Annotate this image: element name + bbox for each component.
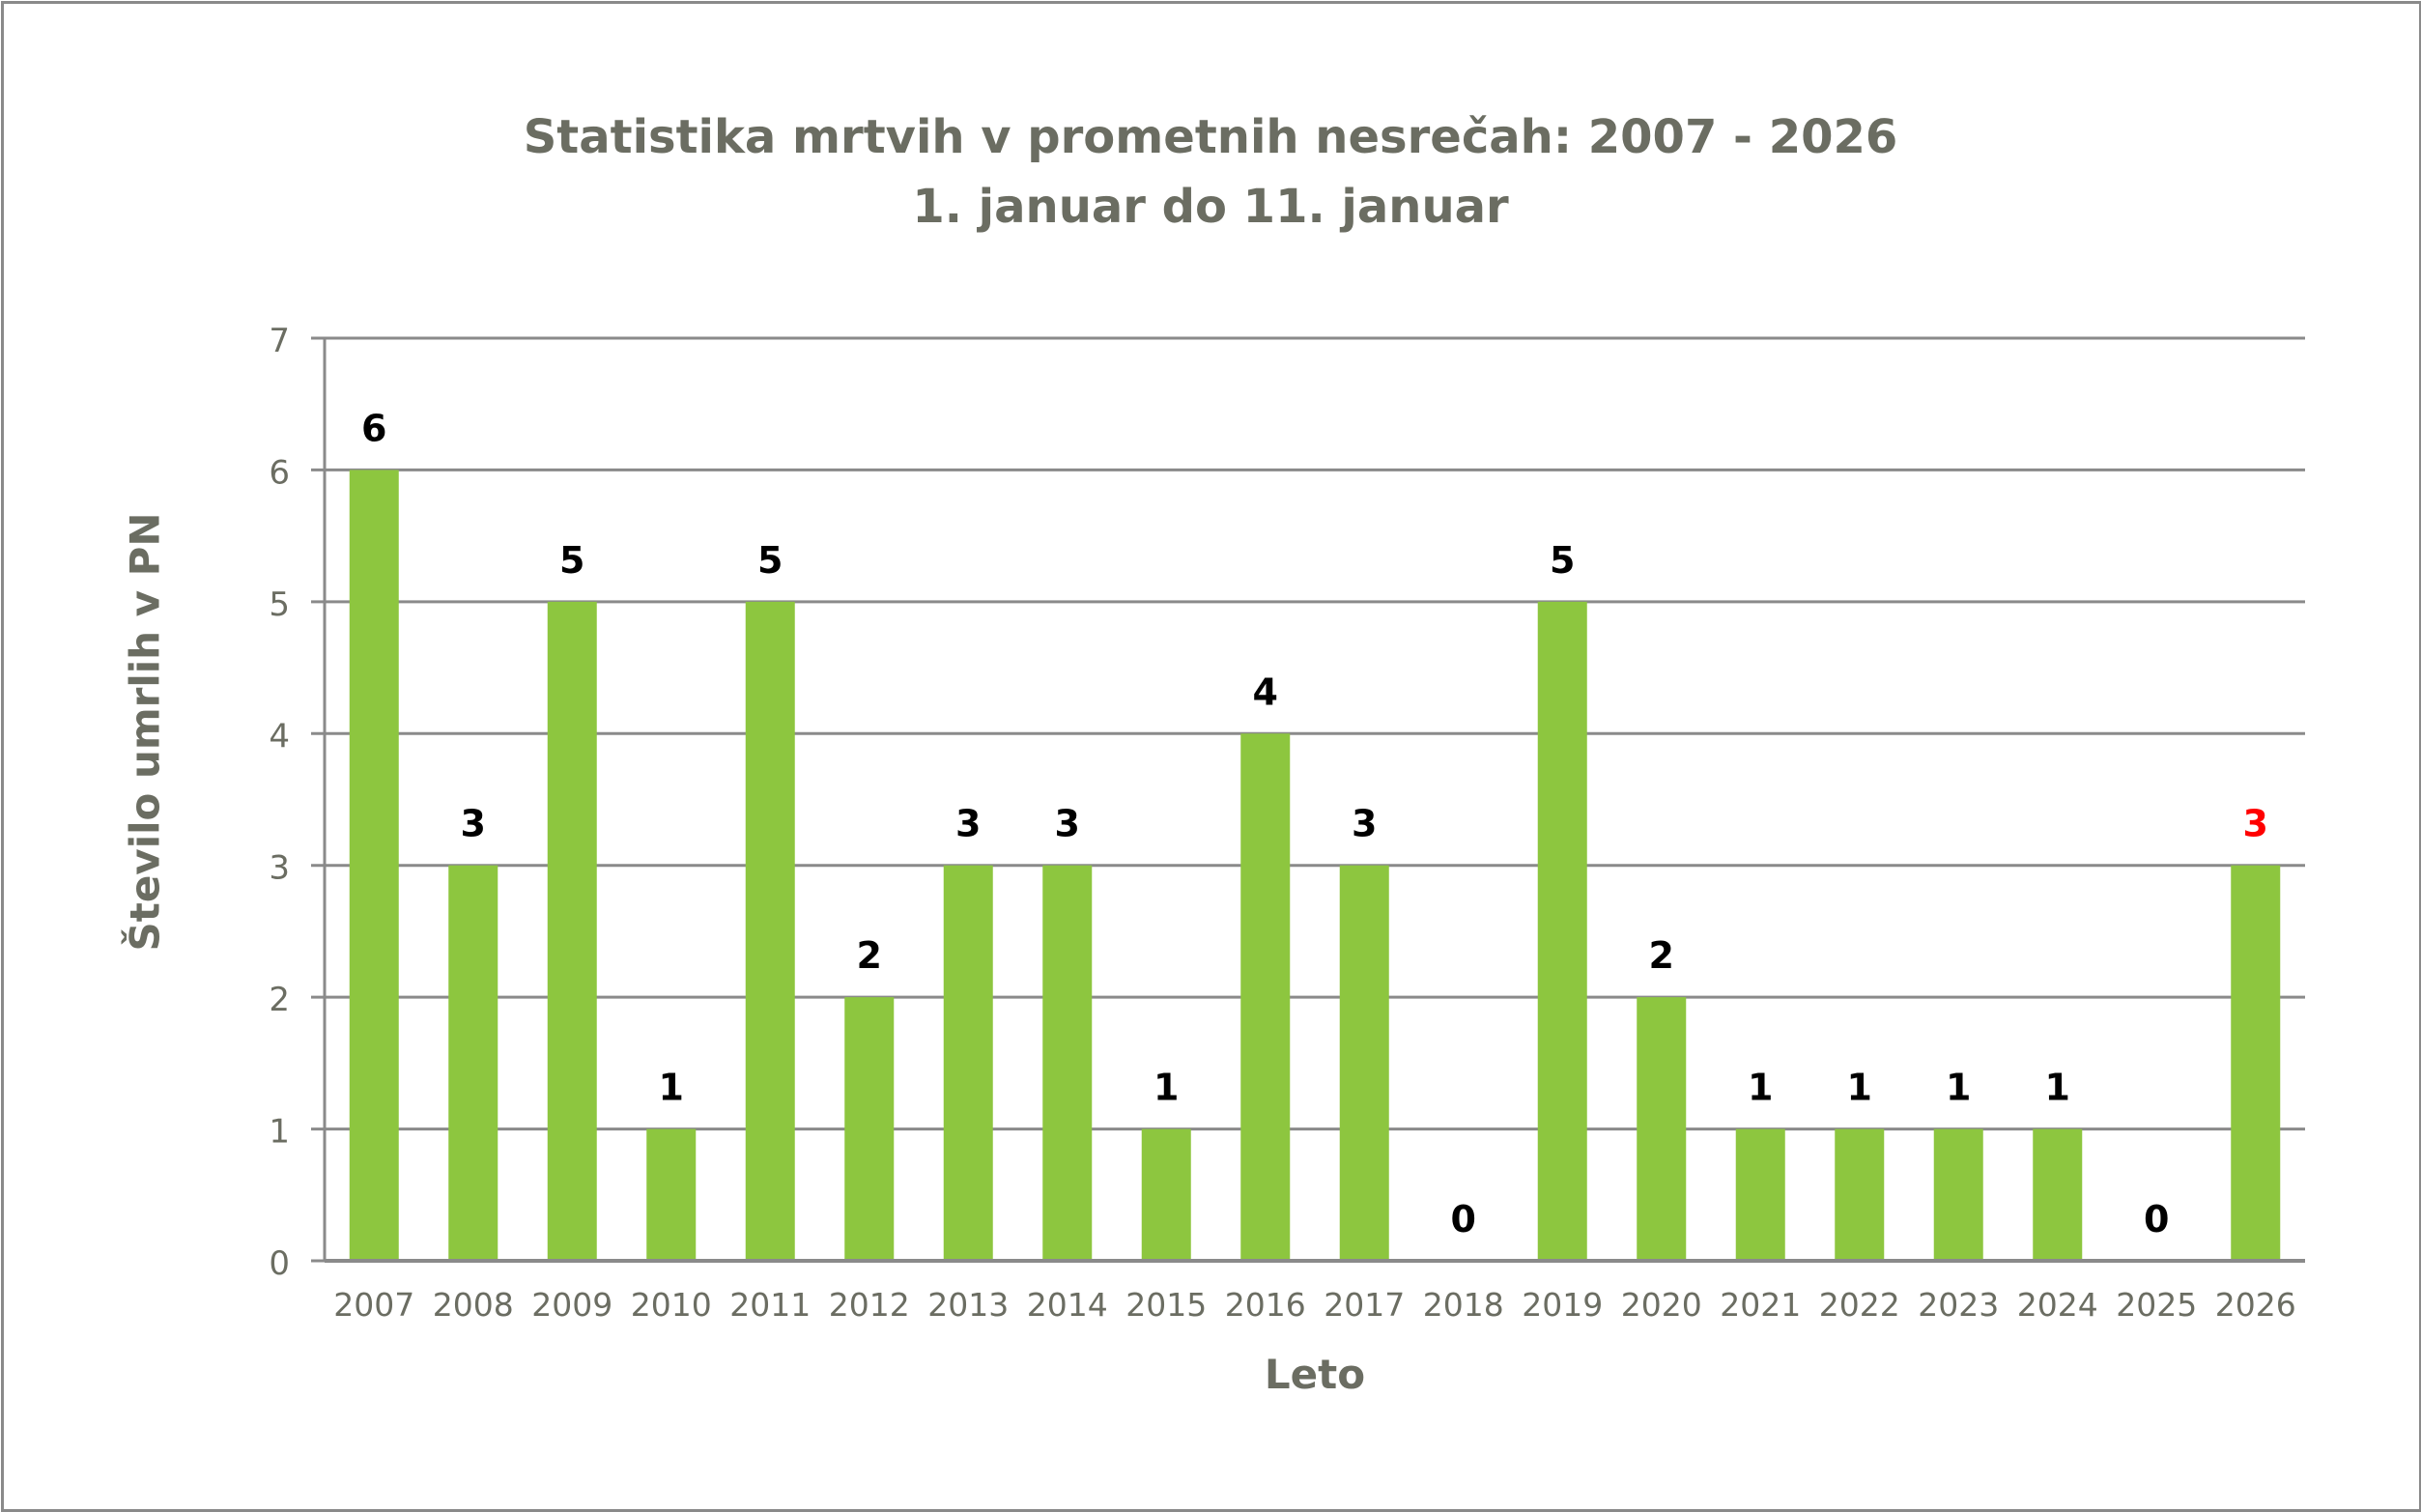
bar [1835,1128,1885,1261]
bar [1141,1128,1191,1261]
bar [844,997,895,1261]
data-label: 3 [1352,803,1377,845]
x-tick-label: 2025 [2116,1286,2197,1324]
data-label: 0 [1451,1198,1476,1241]
bar [745,601,795,1261]
y-tick-label: 3 [269,849,290,888]
bar [2231,865,2281,1261]
data-label: 3 [955,803,981,845]
bar [1042,865,1093,1261]
bar [1339,865,1389,1261]
x-tick-label: 2008 [433,1286,514,1324]
bar [1537,601,1587,1261]
data-label: 5 [559,539,584,582]
bar [547,601,597,1261]
x-tick-label: 2015 [1125,1286,1207,1324]
bar [1240,733,1291,1261]
data-label: 1 [1154,1067,1179,1109]
x-tick-label: 2010 [631,1286,712,1324]
x-tick-label: 2024 [2017,1286,2098,1324]
data-label: 4 [1253,670,1278,713]
bar [448,865,498,1261]
bar [1637,997,1687,1261]
y-tick-label: 6 [269,453,290,492]
bar [349,470,399,1261]
bar [1735,1128,1785,1261]
x-tick-label: 2018 [1423,1286,1504,1324]
data-label: 5 [757,539,783,582]
data-label: 0 [2144,1198,2169,1241]
data-label: 1 [659,1067,684,1109]
x-tick-label: 2011 [729,1286,811,1324]
x-axis-label: Leto [1264,1351,1366,1398]
chart-subtitle: 1. januar do 11. januar [912,180,1509,234]
x-tick-label: 2021 [1720,1286,1801,1324]
x-tick-label: 2007 [333,1286,414,1324]
x-tick-label: 2020 [1621,1286,1702,1324]
x-tick-label: 2016 [1225,1286,1306,1324]
bar [943,865,993,1261]
data-label: 1 [1946,1067,1971,1109]
data-label: 1 [2045,1067,2070,1109]
data-label: 3 [461,803,486,845]
y-tick-label: 1 [269,1113,290,1152]
x-tick-label: 2017 [1324,1286,1405,1324]
y-tick-label: 0 [269,1244,290,1283]
data-label: 3 [1055,803,1080,845]
y-tick-label: 5 [269,585,290,624]
x-tick-label: 2026 [2215,1286,2296,1324]
data-label: 5 [1550,539,1575,582]
x-tick-label: 2014 [1027,1286,1108,1324]
x-tick-label: 2022 [1819,1286,1900,1324]
data-label: 1 [1748,1067,1773,1109]
data-label: 2 [1649,934,1674,977]
data-label: 6 [361,407,386,449]
x-tick-label: 2012 [829,1286,910,1324]
x-tick-label: 2023 [1918,1286,1999,1324]
bar [1933,1128,1983,1261]
data-label: 3 [2243,803,2268,845]
x-tick-label: 2009 [531,1286,612,1324]
bar [646,1128,697,1261]
data-label: 2 [857,934,882,977]
y-tick-label: 4 [269,717,290,756]
x-tick-label: 2019 [1522,1286,1603,1324]
y-tick-label: 7 [269,322,290,360]
bar [2033,1128,2083,1261]
x-tick-label: 2013 [927,1286,1009,1324]
y-tick-label: 2 [269,981,290,1019]
chart-title: Statistika mrtvih v prometnih nesrečah: … [523,110,1898,164]
data-label: 1 [1847,1067,1872,1109]
